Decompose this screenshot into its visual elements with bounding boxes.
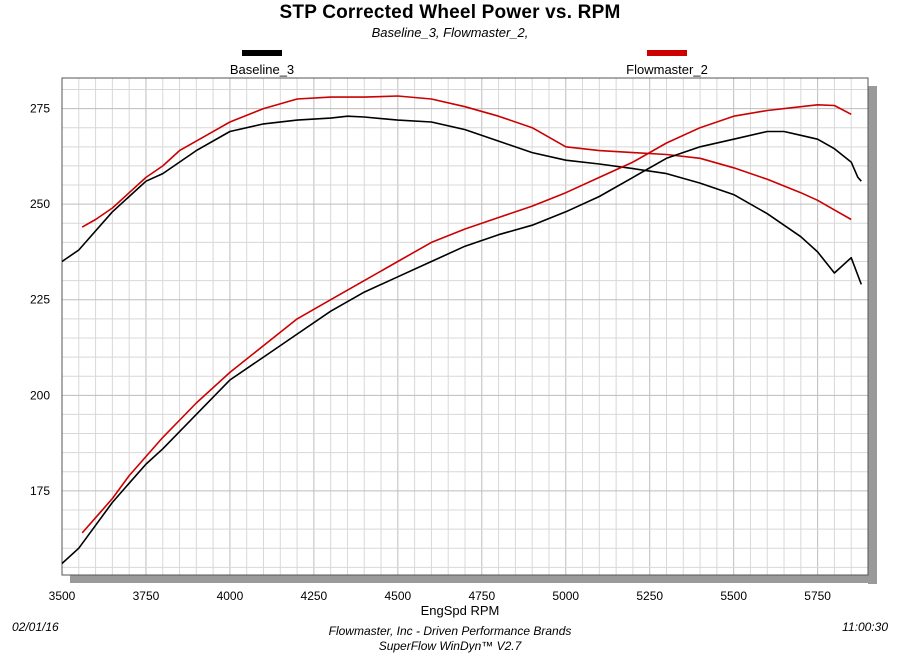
chart-title: STP Corrected Wheel Power vs. RPM — [279, 2, 621, 23]
series-line-baseline-3-torque — [61, 115, 863, 285]
x-tick-label: 5500 — [720, 589, 747, 603]
x-tick-label: 5250 — [636, 589, 663, 603]
series-line-flowmaster-2-power — [81, 104, 852, 534]
x-tick-label: 5000 — [552, 589, 579, 603]
plot-shadow — [70, 86, 877, 584]
legend-swatch-flowmaster — [647, 50, 687, 56]
x-tick-label: 3750 — [133, 589, 160, 603]
grid — [61, 78, 869, 575]
tick-labels: 3500 3750 4000 4250 4500 4750 5000 5250 5500 5750… — [30, 102, 831, 603]
footer-company: Flowmaster, Inc - Driven Performance Bra… — [328, 624, 572, 638]
footer-software: SuperFlow WinDyn™ V2.7 — [378, 639, 522, 653]
x-tick-label: 4750 — [468, 589, 495, 603]
footer-time: 11:00:30 — [842, 620, 888, 634]
chart-subtitle: Baseline_3, Flowmaster_2, — [371, 25, 529, 40]
legend-label-baseline: Baseline_3 — [229, 62, 295, 77]
y-tick-label: 200 — [30, 388, 50, 402]
legend-swatch-baseline — [242, 50, 282, 56]
x-tick-label: 5750 — [804, 589, 831, 603]
x-tick-label: 4500 — [384, 589, 411, 603]
y-tick-label: 250 — [30, 197, 50, 211]
x-tick-label: 3500 — [49, 589, 76, 603]
shadow-bottom — [70, 575, 877, 583]
series-line-flowmaster-2-torque — [81, 95, 852, 228]
legend-item-baseline: Baseline_3 — [222, 50, 302, 77]
plot-frame — [61, 77, 869, 576]
footer-date: 02/01/16 — [12, 620, 59, 634]
legend-label-flowmaster: Flowmaster_2 — [626, 62, 708, 77]
series-line-baseline-3-power — [61, 130, 862, 565]
plot-border — [61, 77, 869, 576]
shadow-right — [868, 86, 877, 584]
x-axis-label: EngSpd RPM — [421, 603, 500, 618]
series-lines — [61, 95, 863, 565]
y-tick-label: 175 — [30, 484, 50, 498]
legend-item-flowmaster: Flowmaster_2 — [617, 50, 717, 77]
y-tick-label: 275 — [30, 102, 50, 116]
y-tick-label: 225 — [30, 293, 50, 307]
x-tick-label: 4250 — [301, 589, 328, 603]
x-tick-label: 4000 — [217, 589, 244, 603]
